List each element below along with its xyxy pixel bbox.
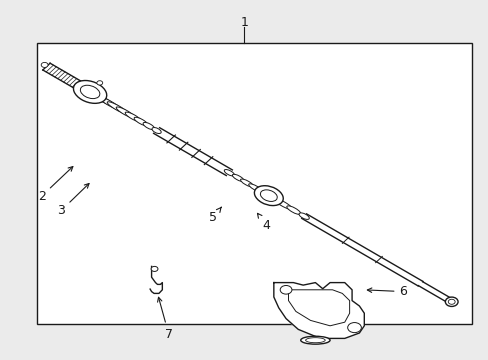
Ellipse shape <box>143 122 154 130</box>
Ellipse shape <box>286 206 300 214</box>
Circle shape <box>41 62 48 67</box>
Text: 6: 6 <box>366 285 407 298</box>
Ellipse shape <box>260 190 277 202</box>
Ellipse shape <box>254 186 283 206</box>
Ellipse shape <box>107 102 128 114</box>
Text: 4: 4 <box>257 213 270 231</box>
Ellipse shape <box>300 336 329 344</box>
Ellipse shape <box>305 338 325 343</box>
Ellipse shape <box>299 213 308 219</box>
Text: 5: 5 <box>208 207 221 224</box>
Ellipse shape <box>80 86 108 103</box>
Ellipse shape <box>80 85 100 99</box>
Ellipse shape <box>125 112 141 122</box>
Text: 2: 2 <box>38 167 73 203</box>
Ellipse shape <box>116 107 134 118</box>
Circle shape <box>151 266 158 271</box>
Circle shape <box>445 297 457 306</box>
Ellipse shape <box>73 81 106 103</box>
Circle shape <box>97 81 102 85</box>
Bar <box>37 43 471 324</box>
Circle shape <box>280 285 291 294</box>
Ellipse shape <box>240 179 253 187</box>
Ellipse shape <box>262 192 283 204</box>
Circle shape <box>447 299 454 304</box>
Ellipse shape <box>274 199 292 210</box>
Ellipse shape <box>248 184 263 193</box>
Ellipse shape <box>232 174 244 181</box>
Ellipse shape <box>98 96 121 110</box>
Ellipse shape <box>134 117 147 126</box>
Text: 1: 1 <box>240 16 248 29</box>
Text: 7: 7 <box>157 297 172 341</box>
Ellipse shape <box>89 91 115 107</box>
Ellipse shape <box>152 127 161 134</box>
Text: 3: 3 <box>57 184 89 217</box>
Ellipse shape <box>224 170 234 176</box>
Polygon shape <box>273 283 364 338</box>
Circle shape <box>347 323 361 333</box>
Ellipse shape <box>256 189 272 198</box>
